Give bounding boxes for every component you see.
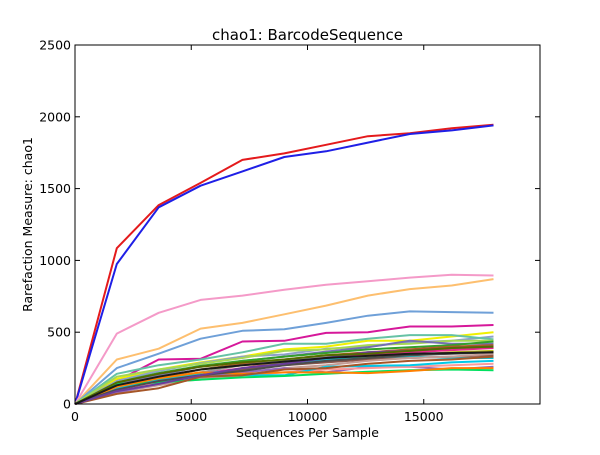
- y-tick-label: 2500: [39, 38, 71, 53]
- series-line-3: [74, 273, 494, 405]
- y-tick-label: 0: [63, 397, 71, 412]
- y-axis-label: Rarefaction Measure: chao1: [20, 137, 35, 312]
- y-tick-label: 1500: [39, 181, 71, 196]
- x-tick-label: 10000: [288, 409, 328, 424]
- y-tick-label: 500: [47, 325, 71, 340]
- series-line-25: [74, 355, 494, 405]
- series-line-26: [74, 351, 494, 405]
- series-line-5: [74, 310, 494, 405]
- series-line-29: [74, 351, 494, 405]
- x-axis-label: Sequences Per Sample: [236, 425, 379, 440]
- series-line-1: [74, 123, 494, 405]
- series-line-2: [74, 124, 494, 405]
- x-tick-label: 5000: [175, 409, 207, 424]
- x-tick-label: 15000: [404, 409, 444, 424]
- x-tick-label: 0: [71, 409, 79, 424]
- series-line-28: [74, 345, 494, 405]
- axis-ticks: 0 5000 10000 15000 0 500 1000 1500 2000 2500: [39, 38, 540, 424]
- series-line-9: [74, 334, 494, 405]
- series-line-4: [74, 278, 494, 405]
- y-tick-label: 1000: [39, 253, 71, 268]
- chart-title: chao1: BarcodeSequence: [212, 26, 403, 44]
- series-line-6: [74, 324, 494, 405]
- y-tick-label: 2000: [39, 109, 71, 124]
- series-lines: [74, 123, 494, 405]
- series-line-24: [74, 367, 494, 405]
